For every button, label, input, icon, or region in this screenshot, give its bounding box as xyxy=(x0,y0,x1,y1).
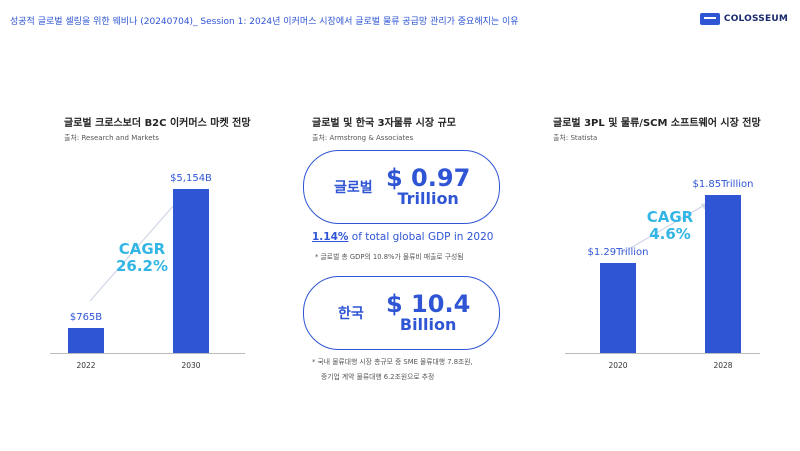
3pl-scm-market-chart: CAGR 4.6% $1.29Trillion 2020 $1.85Trillion… xyxy=(560,165,770,375)
b2c-market-chart: CAGR 26.2% $765B 2022 $5,154B 2030 xyxy=(40,165,250,375)
gdp-note: * 글로벌 총 GDP의 10.8%가 물류비 매출로 구성됨 xyxy=(315,253,464,261)
chart-x-tick-label: 2022 xyxy=(76,361,96,370)
chart-bar-2028 xyxy=(705,195,741,353)
global-value-block: $ 0.97 Trillion xyxy=(386,164,471,209)
chart-baseline xyxy=(50,353,245,354)
cagr-label: CAGR xyxy=(646,208,694,226)
middle-section-source: 출처: Armstrong & Associates xyxy=(312,134,414,142)
brand-logo: COLOSSEUM xyxy=(699,13,788,25)
korea-unit: Billion xyxy=(399,315,457,335)
cagr-value: 26.2% xyxy=(115,257,169,276)
global-value: $ 0.97 xyxy=(386,164,471,192)
chart-bar-2022 xyxy=(68,328,104,353)
gdp-share-line: 1.14% of total global GDP in 2020 xyxy=(312,231,493,243)
right-section-title: 글로벌 3PL 및 물류/SCM 소프트웨어 시장 전망 xyxy=(553,118,761,129)
truck-icon xyxy=(699,13,720,25)
chart-bar-2020 xyxy=(600,263,636,353)
left-section-title: 글로벌 크로스보더 B2C 이커머스 마켓 전망 xyxy=(64,118,251,129)
chart-x-tick-label: 2028 xyxy=(713,361,733,370)
chart-data-label: $5,154B xyxy=(170,173,212,184)
global-label: 글로벌 xyxy=(334,180,373,196)
korea-note-1: * 국내 물류대행 시장 총규모 중 SME 물류대행 7.8조원, xyxy=(312,358,473,366)
korea-value-block: $ 10.4 Billion xyxy=(386,290,471,335)
korea-note-2: 중기업 계약 물류대행 6.2조원으로 추정 xyxy=(321,373,435,381)
chart-x-tick-label: 2020 xyxy=(608,361,628,370)
middle-section-title: 글로벌 및 한국 3자물류 시장 규모 xyxy=(312,118,456,129)
page-title: 성공적 글로벌 셀링을 위한 웨비나 (20240704)_ Session 1… xyxy=(10,17,519,27)
cagr-annotation: CAGR 26.2% xyxy=(102,240,182,276)
gdp-share-pct: 1.14% xyxy=(312,231,349,243)
cagr-annotation: CAGR 4.6% xyxy=(630,208,710,244)
left-section-source: 출처: Research and Markets xyxy=(64,134,159,142)
right-section-source: 출처: Statista xyxy=(553,134,598,142)
global-unit: Trillion xyxy=(397,189,459,209)
chart-baseline xyxy=(565,353,760,354)
korea-label: 한국 xyxy=(338,306,364,322)
korea-3pl-card: 한국 $ 10.4 Billion xyxy=(303,276,500,350)
cagr-value: 4.6% xyxy=(649,225,691,244)
chart-data-label: $1.29Trillion xyxy=(587,247,649,258)
logo-text: COLOSSEUM xyxy=(723,14,788,24)
korea-value: $ 10.4 xyxy=(386,290,471,318)
global-3pl-card: 글로벌 $ 0.97 Trillion xyxy=(303,150,500,224)
gdp-share-text: of total global GDP in 2020 xyxy=(348,231,494,243)
chart-bar-2030 xyxy=(173,189,209,353)
chart-data-label: $765B xyxy=(69,312,103,323)
cagr-label: CAGR xyxy=(118,240,166,258)
chart-x-tick-label: 2030 xyxy=(181,361,201,370)
chart-data-label: $1.85Trillion xyxy=(692,179,754,190)
